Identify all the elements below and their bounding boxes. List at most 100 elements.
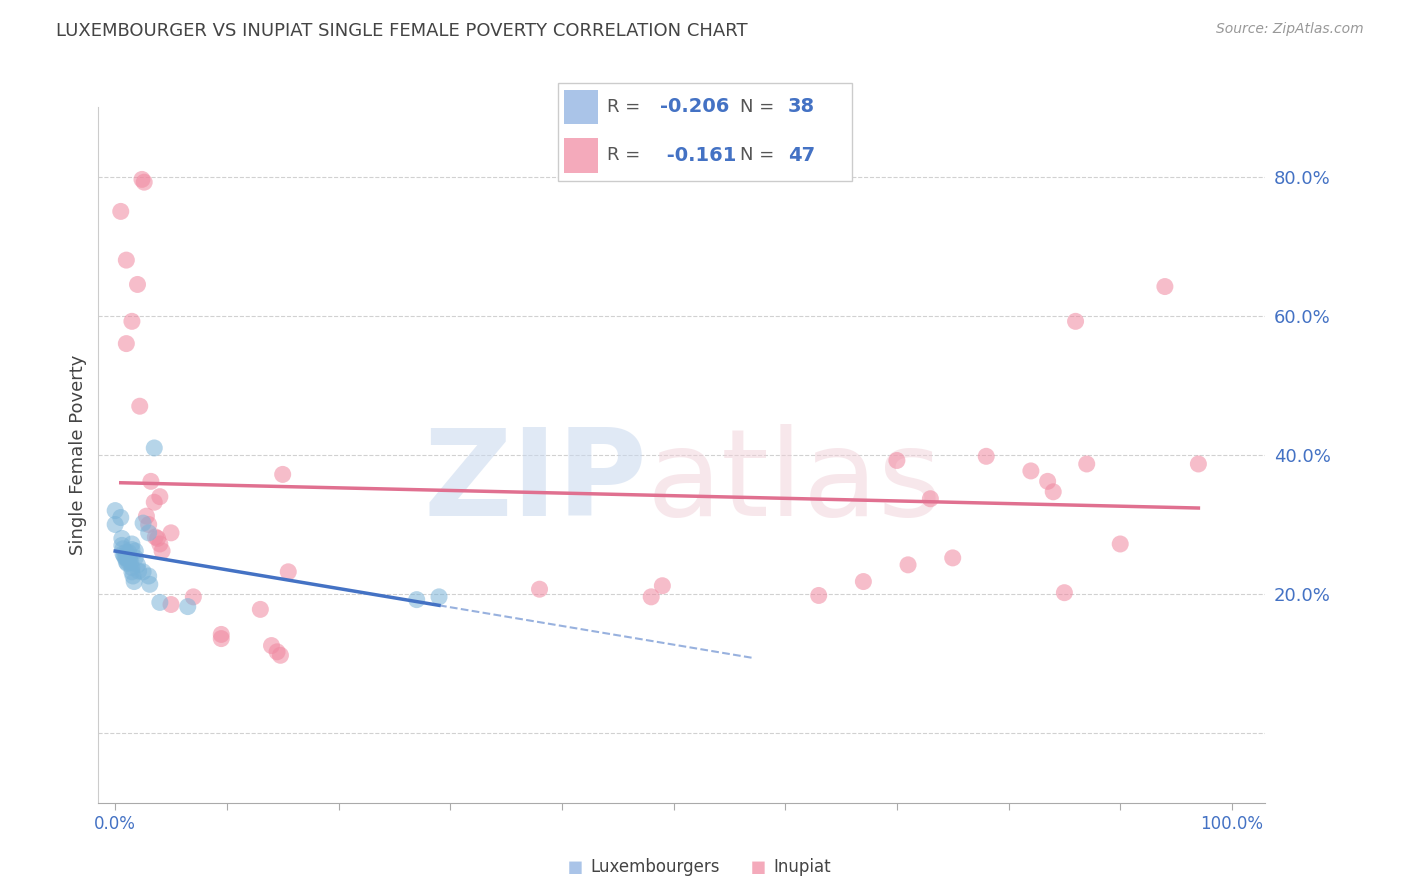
Point bbox=[117, 557, 139, 571]
Point bbox=[127, 558, 149, 572]
Text: 38: 38 bbox=[789, 97, 815, 117]
Text: -0.206: -0.206 bbox=[659, 97, 730, 117]
Text: ▪: ▪ bbox=[749, 855, 766, 879]
Point bbox=[138, 517, 160, 532]
Point bbox=[160, 598, 183, 612]
Point bbox=[146, 532, 169, 546]
Point bbox=[110, 510, 132, 524]
Point bbox=[104, 503, 127, 517]
Point bbox=[128, 564, 150, 578]
Point bbox=[183, 590, 205, 604]
Bar bbox=[564, 137, 598, 173]
Text: 47: 47 bbox=[789, 145, 815, 165]
Point bbox=[149, 595, 172, 609]
Point bbox=[114, 550, 136, 565]
Point bbox=[128, 399, 150, 413]
Bar bbox=[564, 89, 598, 124]
Text: N =: N = bbox=[740, 146, 780, 164]
Point bbox=[260, 639, 283, 653]
Point bbox=[974, 450, 997, 464]
Point bbox=[209, 627, 232, 641]
Point bbox=[920, 491, 942, 506]
Point bbox=[115, 253, 138, 268]
Point bbox=[139, 577, 162, 591]
Point bbox=[127, 277, 149, 292]
Text: ZIP: ZIP bbox=[423, 425, 647, 541]
Point bbox=[1187, 457, 1209, 471]
Point bbox=[897, 558, 920, 572]
Point bbox=[132, 565, 155, 579]
Point bbox=[111, 532, 134, 546]
Text: LUXEMBOURGER VS INUPIAT SINGLE FEMALE POVERTY CORRELATION CHART: LUXEMBOURGER VS INUPIAT SINGLE FEMALE PO… bbox=[56, 22, 748, 40]
Point bbox=[1019, 464, 1042, 478]
Point bbox=[134, 175, 156, 189]
Point bbox=[1154, 279, 1177, 293]
Point bbox=[807, 589, 830, 603]
Point bbox=[122, 574, 145, 589]
Point bbox=[640, 590, 662, 604]
Point bbox=[121, 542, 143, 557]
Point bbox=[529, 582, 551, 597]
Point bbox=[269, 648, 291, 663]
Point bbox=[886, 453, 908, 467]
Point bbox=[177, 599, 200, 614]
Point bbox=[149, 537, 172, 551]
Point bbox=[277, 565, 299, 579]
Text: R =: R = bbox=[607, 146, 645, 164]
Text: N =: N = bbox=[740, 98, 780, 116]
Point bbox=[427, 590, 450, 604]
Text: -0.161: -0.161 bbox=[659, 145, 735, 165]
Point bbox=[135, 509, 157, 524]
Point bbox=[160, 525, 183, 540]
Point bbox=[266, 645, 288, 659]
Text: R =: R = bbox=[607, 98, 645, 116]
Point bbox=[124, 550, 146, 565]
Point bbox=[942, 550, 965, 565]
FancyBboxPatch shape bbox=[558, 83, 852, 181]
Point bbox=[1036, 475, 1059, 489]
Text: Luxembourgers: Luxembourgers bbox=[591, 858, 720, 876]
Point bbox=[143, 495, 166, 509]
Point bbox=[117, 545, 139, 559]
Point bbox=[1064, 314, 1087, 328]
Point bbox=[121, 565, 143, 579]
Point bbox=[111, 538, 134, 552]
Point bbox=[110, 204, 132, 219]
Point bbox=[1076, 457, 1098, 471]
Point bbox=[117, 550, 139, 565]
Text: Inupiat: Inupiat bbox=[773, 858, 831, 876]
Point bbox=[122, 569, 145, 583]
Point bbox=[1109, 537, 1132, 551]
Point bbox=[138, 525, 160, 540]
Point bbox=[149, 490, 172, 504]
Point bbox=[132, 516, 155, 530]
Point bbox=[115, 545, 138, 559]
Point bbox=[121, 560, 143, 574]
Point bbox=[209, 632, 232, 646]
Point bbox=[138, 569, 160, 583]
Point bbox=[115, 555, 138, 569]
Point bbox=[145, 530, 167, 544]
Text: ▪: ▪ bbox=[567, 855, 583, 879]
Point bbox=[111, 547, 134, 561]
Point bbox=[1053, 585, 1076, 599]
Point bbox=[150, 544, 173, 558]
Point bbox=[852, 574, 875, 589]
Point bbox=[111, 541, 134, 556]
Point bbox=[131, 172, 153, 186]
Point bbox=[143, 441, 166, 455]
Point bbox=[121, 537, 143, 551]
Point bbox=[120, 555, 142, 569]
Point bbox=[405, 592, 427, 607]
Text: atlas: atlas bbox=[647, 425, 942, 541]
Point bbox=[271, 467, 294, 482]
Point bbox=[112, 549, 135, 563]
Point bbox=[118, 552, 141, 566]
Point bbox=[249, 602, 271, 616]
Text: Source: ZipAtlas.com: Source: ZipAtlas.com bbox=[1216, 22, 1364, 37]
Point bbox=[115, 550, 138, 565]
Point bbox=[115, 336, 138, 351]
Point bbox=[124, 544, 146, 558]
Point bbox=[121, 314, 143, 328]
Point bbox=[139, 475, 162, 489]
